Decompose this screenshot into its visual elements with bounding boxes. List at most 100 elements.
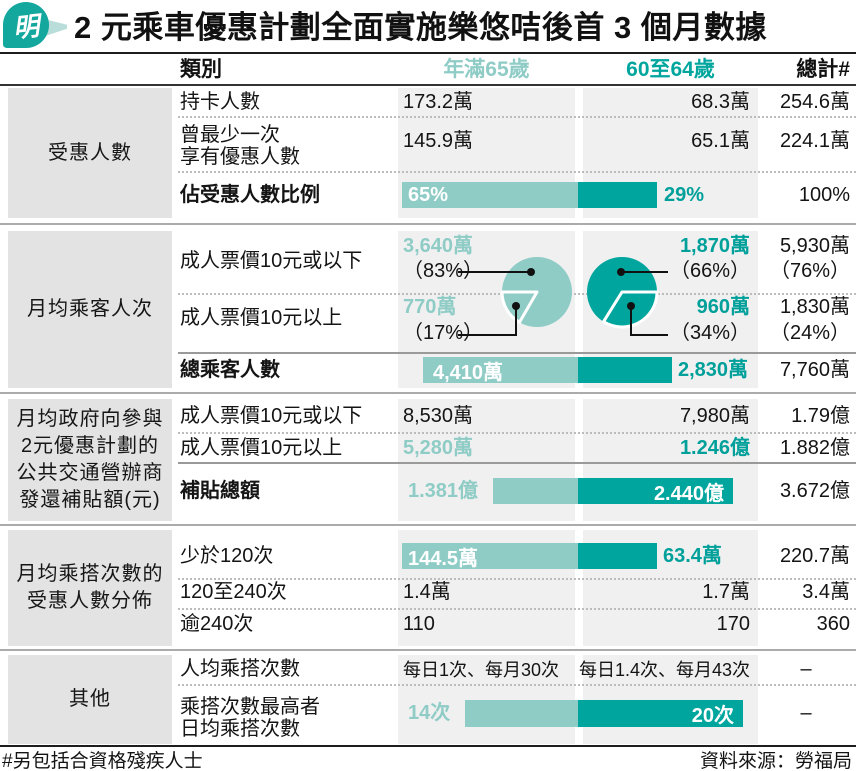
cell-total: 254.6萬 [779, 91, 850, 113]
row-label-line2: 享有優惠人數 [180, 146, 300, 168]
callout-line-34pct [630, 306, 668, 336]
callout-dot-66pct [617, 268, 625, 276]
row-label: 少於120次 [180, 545, 274, 567]
cell-60to64-pct: （66%） [669, 260, 750, 282]
bar-60to64: 2.440億 [578, 478, 733, 505]
cell-total-pct: （24%） [769, 322, 850, 344]
section-label-text: 受惠人數 [48, 141, 132, 164]
bar-60to64 [578, 543, 657, 569]
cell-total-value: 5,930萬 [779, 235, 850, 257]
footnote: #另包括合資格殘疾人士 [2, 751, 203, 771]
row-separator [178, 684, 856, 686]
cell-65plus: 每日1次、每月30次 [403, 660, 560, 680]
col2-stripe [583, 655, 758, 744]
row-separator [178, 608, 856, 610]
cell-65plus: 173.2萬 [403, 91, 474, 113]
cell-total: 100% [798, 184, 850, 206]
cell-65plus: 5,280萬 [403, 437, 474, 459]
row-separator [178, 116, 856, 118]
row-label: 總乘客人數 [180, 359, 280, 381]
title-rule [0, 52, 856, 54]
cell-65plus: 8,530萬 [403, 405, 474, 427]
section-label-monthly-trips: 月均乘客人次 [8, 231, 172, 388]
callout-dot-17pct [512, 302, 520, 310]
callout-dot-83pct [527, 268, 535, 276]
bar-value-label: 14次 [408, 702, 451, 724]
total-row-separator [178, 462, 856, 464]
cell-65plus-value: 3,640萬 [403, 235, 474, 257]
cell-total: 360 [816, 613, 850, 635]
header-col-65plus: 年滿65歲 [443, 58, 530, 81]
cell-60to64: 65.1萬 [691, 130, 750, 152]
row-label-line1: 曾最少一次 [180, 124, 280, 146]
bar-value-label: 63.4萬 [663, 545, 722, 567]
bar-65plus [493, 478, 578, 504]
data-source: 資料來源：勞福局 [699, 751, 852, 771]
bar-value-label: 29% [664, 184, 705, 206]
section-label-text: 發還補貼額(元) [19, 489, 161, 511]
cell-60to64: 170 [716, 613, 750, 635]
section-label-others: 其他 [8, 655, 172, 744]
bar-65plus [465, 700, 578, 727]
bar-65plus: 4,410萬 [423, 357, 578, 384]
section-separator [0, 223, 856, 225]
footer-rule [0, 745, 856, 747]
cell-60to64: 7,980萬 [679, 405, 750, 427]
bar-60to64: 20次 [578, 700, 743, 727]
page-title: 2 元乘車優惠計劃全面實施樂悠咭後首 3 個月數據 [74, 10, 767, 45]
cell-60to64-value: 960萬 [696, 296, 750, 318]
section-separator [0, 649, 856, 651]
logo-character: 明 [11, 11, 41, 43]
cell-total: – [800, 658, 812, 680]
section-separator [0, 524, 856, 526]
section-label-text: 2元優惠計劃的 [20, 435, 160, 457]
row-label: 持卡人數 [180, 91, 260, 113]
cell-65plus: 145.9萬 [403, 130, 474, 152]
bar-value-label: 1.381億 [408, 480, 479, 502]
cell-65plus: 1.4萬 [403, 581, 451, 603]
row-label: 成人票價10元以上 [180, 307, 343, 329]
cell-65plus-pct: （17%） [403, 322, 484, 344]
row-separator [178, 432, 856, 434]
bar-60to64 [578, 182, 657, 208]
row-label: 佔受惠人數比例 [180, 184, 320, 206]
row-label: 成人票價10元或以下 [180, 250, 363, 272]
cell-total-pct: （76%） [769, 260, 850, 282]
header-col-total: 總計# [796, 58, 850, 81]
bar-value-label: 65% [408, 183, 449, 206]
bar-65plus: 144.5萬 [402, 543, 578, 570]
row-label: 逾240次 [180, 613, 254, 635]
cell-total-value: 1,830萬 [779, 296, 850, 318]
section-label-text: 月均乘客人次 [27, 298, 153, 320]
callout-line-17pct [458, 306, 517, 336]
cell-total: 3.4萬 [802, 581, 850, 603]
section-label-subsidy: 月均政府向參與 2元優惠計劃的 公共交通營辦商 發還補貼額(元) [8, 399, 172, 521]
cell-65plus-value: 770萬 [403, 296, 457, 318]
section-label-text: 其他 [69, 688, 111, 710]
section-label-beneficiaries: 受惠人數 [8, 88, 172, 218]
cell-total: 220.7萬 [779, 545, 850, 567]
row-separator [178, 171, 856, 173]
header-col-60to64: 60至64歲 [626, 58, 715, 81]
bar-value-label: 144.5萬 [408, 547, 479, 570]
cell-65plus-pct: （83%） [403, 260, 484, 282]
bar-value-label: 20次 [691, 705, 734, 727]
bar-value-label: 4,410萬 [433, 361, 504, 384]
header-rule [0, 84, 856, 86]
row-label-line1: 乘搭次數最高者 [180, 696, 320, 718]
total-row-separator [178, 352, 856, 354]
cell-total: 1.79億 [791, 405, 850, 427]
cell-total: 3.672億 [779, 480, 850, 502]
callout-dot-34pct [627, 302, 635, 310]
row-label: 120至240次 [180, 581, 287, 603]
bar-value-label: 2,830萬 [678, 359, 749, 381]
section-label-text: 月均政府向參與 [16, 408, 164, 430]
cell-60to64: 1.7萬 [702, 581, 750, 603]
mingpao-logo: 明 [3, 2, 67, 54]
row-separator [178, 578, 856, 580]
section-label-trip-distribution: 月均乘搭次數的 受惠人數分佈 [8, 530, 172, 646]
bar-value-label: 2.440億 [653, 482, 724, 505]
cell-60to64: 1.246億 [679, 437, 750, 459]
cell-total: 1.882億 [779, 437, 850, 459]
